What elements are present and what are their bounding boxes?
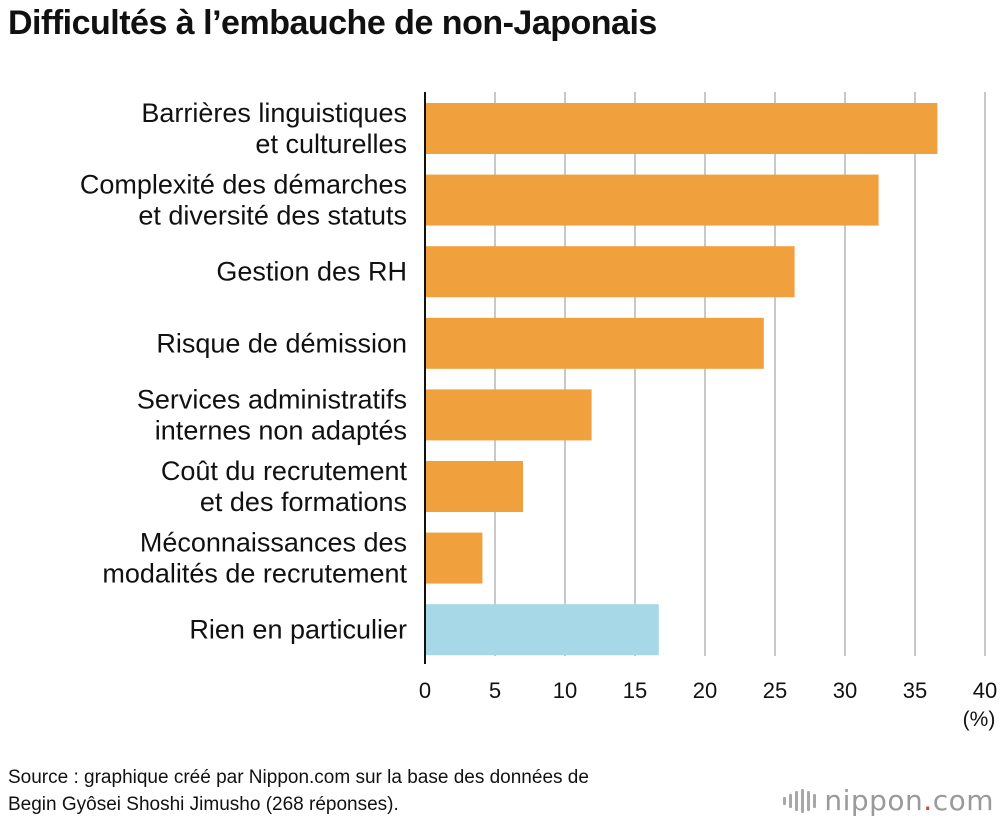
category-label-1-1: et diversité des statuts (138, 201, 407, 231)
category-label-5-0: Coût du recrutement (161, 456, 408, 486)
category-label-0-1: et culturelles (255, 129, 407, 159)
x-tick-label-40: 40 (973, 678, 997, 703)
category-label-2-0: Gestion des RH (216, 257, 407, 287)
bar-4 (425, 389, 592, 441)
bars (425, 103, 938, 656)
x-tick-label-15: 15 (623, 678, 647, 703)
category-label-1-0: Complexité des démarches (80, 170, 407, 200)
bar-0 (425, 103, 938, 154)
bar-5 (425, 461, 523, 512)
x-tick-label-10: 10 (553, 678, 577, 703)
category-label-3-0: Risque de démission (156, 328, 407, 358)
x-axis-unit: (%) (963, 708, 996, 731)
category-label-5-1: et des formations (200, 487, 407, 517)
x-axis: 0 5 10 15 20 25 30 35 40 (%) (419, 92, 997, 731)
category-label-6-1: modalités de recrutement (102, 559, 407, 589)
x-tick-label-35: 35 (903, 678, 927, 703)
x-tick-label-30: 30 (833, 678, 857, 703)
x-tick-label-5: 5 (489, 678, 501, 703)
source-note: Source : graphique créé par Nippon.com s… (8, 764, 589, 818)
nippon-logo: nippon.com (783, 784, 994, 817)
category-label-4-0: Services administratifs (137, 384, 407, 414)
category-label-6-0: Méconnaissances des (140, 528, 407, 558)
x-tick-label-25: 25 (763, 678, 787, 703)
chart-title: Difficultés à l’embauche de non-Japonais (8, 4, 657, 42)
category-label-4-1: internes non adaptés (155, 415, 407, 445)
category-label-0-0: Barrières linguistiques (141, 98, 407, 128)
bar-1 (425, 174, 879, 226)
bar-2 (425, 246, 795, 298)
logo-text: nippon.com (824, 784, 994, 817)
bar-7 (425, 604, 659, 656)
x-tick-label-20: 20 (693, 678, 717, 703)
category-label-7-0: Rien en particulier (189, 615, 407, 645)
source-line-1: Source : graphique créé par Nippon.com s… (8, 767, 589, 788)
x-tick-label-0: 0 (419, 678, 431, 703)
logo-mark-icon (783, 788, 817, 813)
bar-3 (425, 317, 764, 369)
source-line-2: Begin Gyôsei Shoshi Jimusho (268 réponse… (8, 794, 399, 815)
bar-6 (425, 532, 483, 584)
